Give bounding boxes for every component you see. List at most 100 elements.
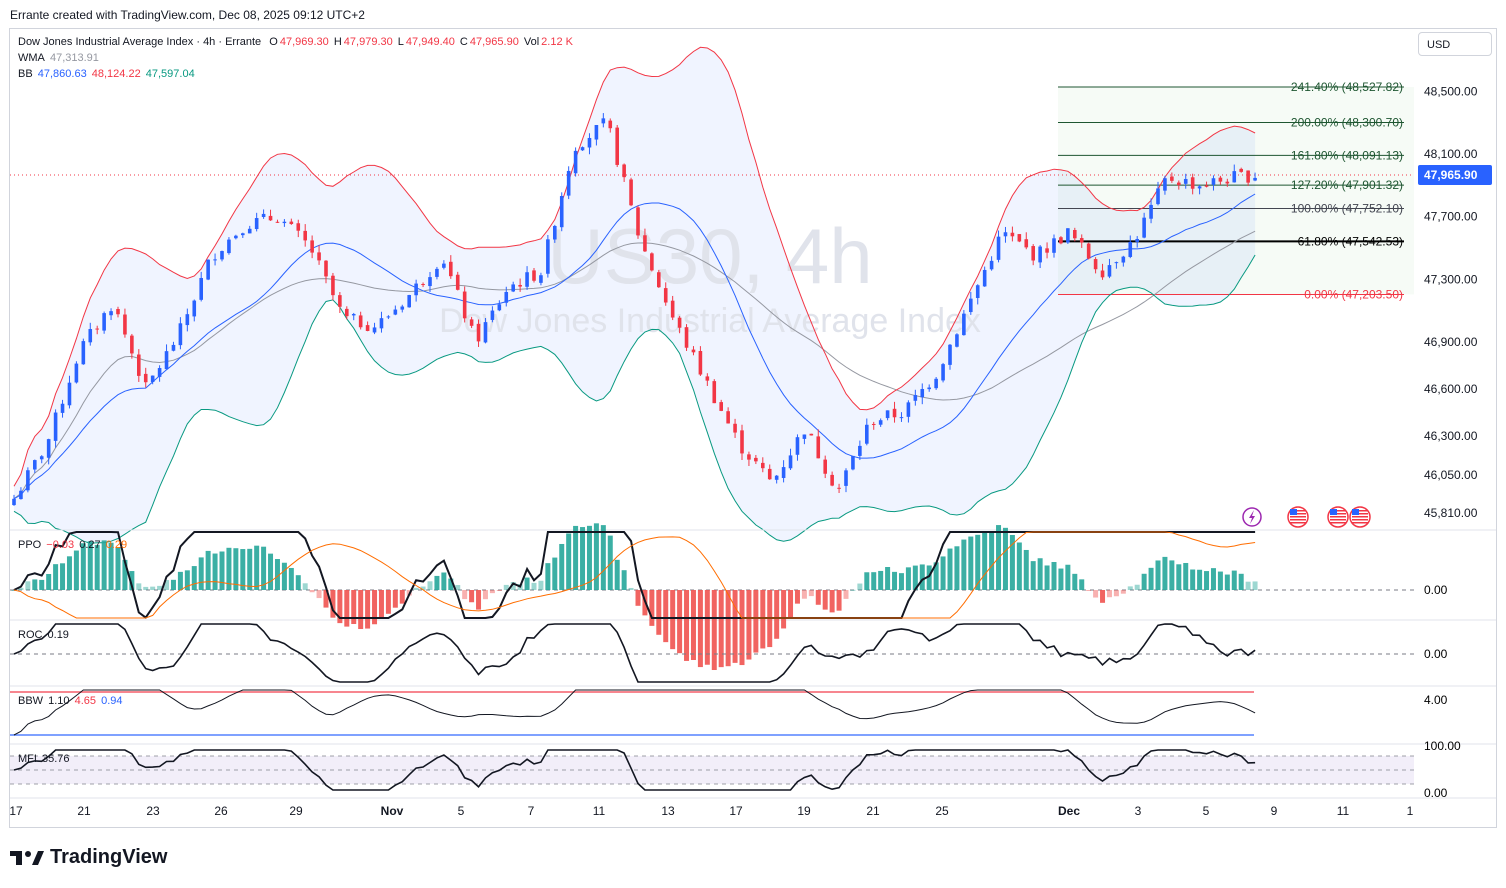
candle-body[interactable] [1253,177,1257,181]
candle-body[interactable] [858,445,862,456]
candle-body[interactable] [261,213,266,218]
candle-body[interactable] [67,382,72,406]
candle-body[interactable] [1107,265,1112,277]
candle-body[interactable] [719,402,723,411]
candle-body[interactable] [1003,232,1008,237]
candle-body[interactable] [955,334,959,347]
candle-body[interactable] [462,291,467,319]
candle-body[interactable] [553,225,557,240]
candle-body[interactable] [615,127,619,165]
candle-body[interactable] [400,306,405,310]
candle-body[interactable] [920,388,925,398]
candle-body[interactable] [206,259,210,280]
candle-body[interactable] [948,344,952,365]
candle-body[interactable] [927,387,931,390]
candle-body[interactable] [469,319,474,326]
candle-body[interactable] [1232,171,1237,183]
candle-body[interactable] [1197,186,1202,189]
candle-body[interactable] [178,323,183,346]
candle-body[interactable] [428,277,432,287]
candle-body[interactable] [705,376,710,381]
candle-body[interactable] [393,309,398,315]
candle-body[interactable] [747,454,751,460]
candle-body[interactable] [449,261,453,277]
candle-body[interactable] [414,283,418,296]
candle-body[interactable] [733,423,737,433]
candle-body[interactable] [39,456,44,460]
candle-body[interactable] [351,314,356,316]
candle-body[interactable] [289,221,294,225]
candle-body[interactable] [1086,243,1091,259]
candle-body[interactable] [303,230,307,241]
candle-body[interactable] [587,137,592,148]
candle-body[interactable] [227,239,231,254]
candle-body[interactable] [712,381,717,404]
candle-body[interactable] [1121,256,1126,263]
candle-body[interactable] [150,375,155,382]
candle-body[interactable] [345,308,349,317]
candle-body[interactable] [1114,262,1119,264]
candle-body[interactable] [310,240,314,253]
candle-body[interactable] [282,221,287,224]
candle-body[interactable] [220,251,224,260]
candle-body[interactable] [497,304,502,311]
candle-body[interactable] [1142,217,1146,238]
candle-body[interactable] [788,455,793,469]
candle-body[interactable] [657,272,661,288]
candle-body[interactable] [684,327,689,348]
candle-body[interactable] [1010,232,1015,237]
candle-body[interactable] [691,349,696,353]
candle-body[interactable] [1204,185,1209,187]
candle-body[interactable] [365,325,370,331]
candle-body[interactable] [372,327,377,333]
candle-body[interactable] [164,351,169,370]
candle-body[interactable] [754,457,758,462]
candle-body[interactable] [19,490,23,500]
candle-body[interactable] [33,460,37,470]
candle-body[interactable] [95,328,99,330]
candle-body[interactable] [1024,239,1029,248]
candle-body[interactable] [802,434,807,439]
candle-body[interactable] [1177,182,1181,186]
mfi-legend[interactable]: MFI 35.76 [18,753,70,765]
candle-body[interactable] [899,417,904,419]
candle-body[interactable] [837,487,841,489]
candle-body[interactable] [830,474,834,486]
currency-button[interactable]: USD [1418,32,1492,56]
candle-body[interactable] [490,310,495,320]
candle-body[interactable] [1045,248,1049,253]
candle-body[interactable] [123,314,127,335]
candle-body[interactable] [324,260,328,277]
candle-body[interactable] [844,470,848,486]
candle-body[interactable] [234,235,238,239]
candle-body[interactable] [601,118,606,124]
candle-body[interactable] [74,363,79,383]
candle-body[interactable] [1170,176,1174,181]
candle-body[interactable] [1128,241,1133,257]
candle-body[interactable] [130,335,134,354]
candle-body[interactable] [934,378,938,389]
lightning-icon[interactable] [1242,507,1262,527]
candle-body[interactable] [871,423,876,425]
ppo-legend[interactable]: PPO −0.03 0.27 0.29 [18,539,128,551]
candle-body[interactable] [670,300,675,318]
candle-body[interactable] [53,412,58,441]
candle-body[interactable] [26,470,30,491]
candle-body[interactable] [102,313,106,331]
candle-body[interactable] [1149,204,1153,219]
candle-body[interactable] [199,277,203,300]
candle-body[interactable] [296,223,301,231]
symbol-legend[interactable]: Dow Jones Industrial Average Index · 4h … [18,36,573,48]
candle-body[interactable] [941,364,945,381]
candle-body[interactable] [338,295,342,307]
candle-body[interactable] [823,459,827,474]
candle-body[interactable] [137,354,141,376]
wma-legend[interactable]: WMA 47,313.91 [18,52,99,64]
candle-body[interactable] [892,408,897,418]
candle-body[interactable] [962,313,966,336]
candle-body[interactable] [781,467,786,479]
candle-body[interactable] [1225,181,1230,184]
candle-body[interactable] [1211,178,1216,185]
candle-body[interactable] [317,252,321,261]
candle-body[interactable] [1183,178,1188,184]
